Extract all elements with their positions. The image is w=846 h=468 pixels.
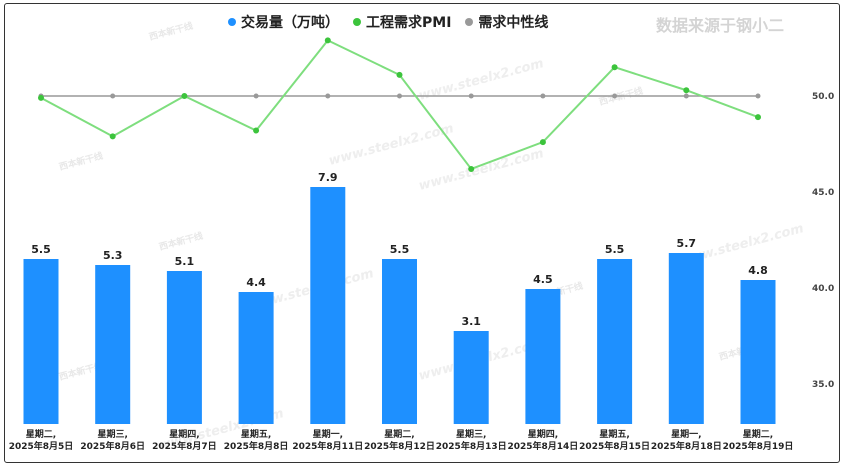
pmi-point[interactable]	[755, 114, 761, 121]
pmi-point[interactable]	[468, 165, 475, 172]
pmi-point[interactable]	[611, 64, 618, 71]
chart-frame	[4, 3, 840, 463]
svg-text:西本新干线: 西本新干线	[58, 150, 105, 173]
neutral-point	[325, 93, 331, 99]
watermark: 西本新干线	[158, 230, 205, 253]
svg-text:www.steelx2.com: www.steelx2.com	[417, 146, 545, 194]
y-axis-tick-label: 45.0	[812, 188, 834, 198]
neutral-line-layer	[38, 93, 761, 99]
volume-bar[interactable]	[740, 280, 776, 424]
x-axis-tick-label: 星期三, 2025年8月13日	[436, 428, 507, 452]
legend-item-neutral[interactable]: 需求中性线	[465, 12, 548, 32]
volume-bar-label: 5.5	[390, 243, 410, 256]
x-axis-tick-label: 星期五, 2025年8月8日	[224, 428, 289, 452]
neutral-point	[397, 93, 402, 99]
volume-bar[interactable]	[597, 259, 633, 424]
volume-bar-label: 4.8	[748, 264, 768, 277]
volume-bar[interactable]	[525, 289, 561, 424]
x-axis-tick-label: 星期四, 2025年8月7日	[152, 428, 217, 452]
x-axis-tick-label: 星期二, 2025年8月19日	[723, 428, 794, 452]
y-axis-tick-label: 50.0	[812, 92, 834, 102]
y-axis-tick-label: 35.0	[812, 380, 834, 390]
volume-bar[interactable]	[382, 259, 417, 424]
watermark: 西本新干线	[58, 150, 105, 173]
pmi-point[interactable]	[38, 94, 44, 101]
volume-bar[interactable]	[23, 259, 59, 424]
pmi-point[interactable]	[683, 87, 690, 94]
x-axis-tick-label: 星期一, 2025年8月18日	[651, 428, 722, 452]
volume-bar[interactable]	[166, 271, 202, 424]
volume-bar-label: 4.5	[533, 273, 553, 286]
volume-bar-label: 5.3	[103, 249, 123, 262]
x-axis-tick-label: 星期二, 2025年8月12日	[364, 428, 435, 452]
neutral-point	[612, 93, 618, 99]
pmi-point[interactable]	[324, 37, 331, 44]
svg-text:www.steelx2.com: www.steelx2.com	[327, 121, 455, 169]
x-axis-tick-label: 星期二, 2025年8月5日	[9, 428, 74, 452]
legend-label-neutral: 需求中性线	[478, 15, 549, 31]
pmi-series	[38, 37, 761, 172]
watermark: www.steelx2.com	[327, 121, 455, 169]
volume-bar[interactable]	[453, 331, 489, 424]
x-axis-tick-label: 星期五, 2025年8月15日	[579, 428, 650, 452]
volume-bar-label: 5.1	[175, 255, 195, 268]
pmi-point[interactable]	[181, 93, 188, 99]
volume-bar-label: 5.7	[677, 237, 697, 250]
y-axis-tick-label: 40.0	[812, 284, 834, 294]
volume-bar-label: 5.5	[31, 243, 51, 256]
volume-bar[interactable]	[668, 253, 704, 424]
neutral-point	[253, 93, 259, 99]
svg-text:西本新干线: 西本新干线	[148, 20, 195, 43]
volume-bar[interactable]	[238, 292, 274, 424]
svg-text:西本新干线: 西本新干线	[158, 230, 205, 253]
chart-legend: 交易量（万吨） 工程需求PMI 需求中性线	[228, 12, 548, 32]
volume-bar-label: 3.1	[461, 315, 481, 328]
watermark: www.steelx2.com	[417, 146, 545, 194]
volume-bar-label: 4.4	[246, 276, 266, 289]
pmi-point[interactable]	[109, 133, 116, 140]
legend-dot-neutral	[465, 18, 474, 26]
neutral-point	[468, 93, 474, 99]
x-axis-tick-label: 星期四, 2025年8月14日	[507, 428, 578, 452]
neutral-point	[540, 93, 546, 99]
legend-item-pmi[interactable]: 工程需求PMI	[353, 12, 451, 32]
legend-item-volume[interactable]: 交易量（万吨）	[228, 12, 339, 32]
neutral-point	[755, 93, 761, 99]
volume-bar-label: 7.9	[318, 171, 338, 184]
legend-label-volume: 交易量（万吨）	[241, 15, 339, 31]
watermark: 西本新干线	[148, 20, 195, 43]
legend-dot-volume	[228, 18, 236, 26]
neutral-point	[683, 93, 689, 99]
source-note: 数据来源于钢小二	[656, 16, 785, 35]
bar-series: 5.5 5.3 5.1 4.4 7.9 5.5 3.1 4.5 5.5 5.7 4.8	[23, 171, 776, 424]
x-axis-tick-label: 星期三, 2025年8月6日	[80, 428, 145, 452]
pmi-point[interactable]	[253, 127, 260, 134]
x-axis-tick-label: 星期一, 2025年8月11日	[292, 428, 363, 452]
volume-bar[interactable]	[95, 265, 131, 424]
legend-label-pmi: 工程需求PMI	[366, 15, 452, 31]
volume-bar[interactable]	[310, 187, 346, 424]
pmi-point[interactable]	[539, 139, 546, 146]
legend-dot-pmi	[353, 18, 361, 26]
neutral-point	[110, 93, 116, 99]
volume-bar-label: 5.5	[605, 243, 625, 256]
pmi-point[interactable]	[396, 71, 403, 78]
